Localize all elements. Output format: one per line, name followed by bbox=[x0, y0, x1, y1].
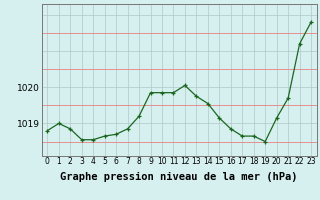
X-axis label: Graphe pression niveau de la mer (hPa): Graphe pression niveau de la mer (hPa) bbox=[60, 172, 298, 182]
